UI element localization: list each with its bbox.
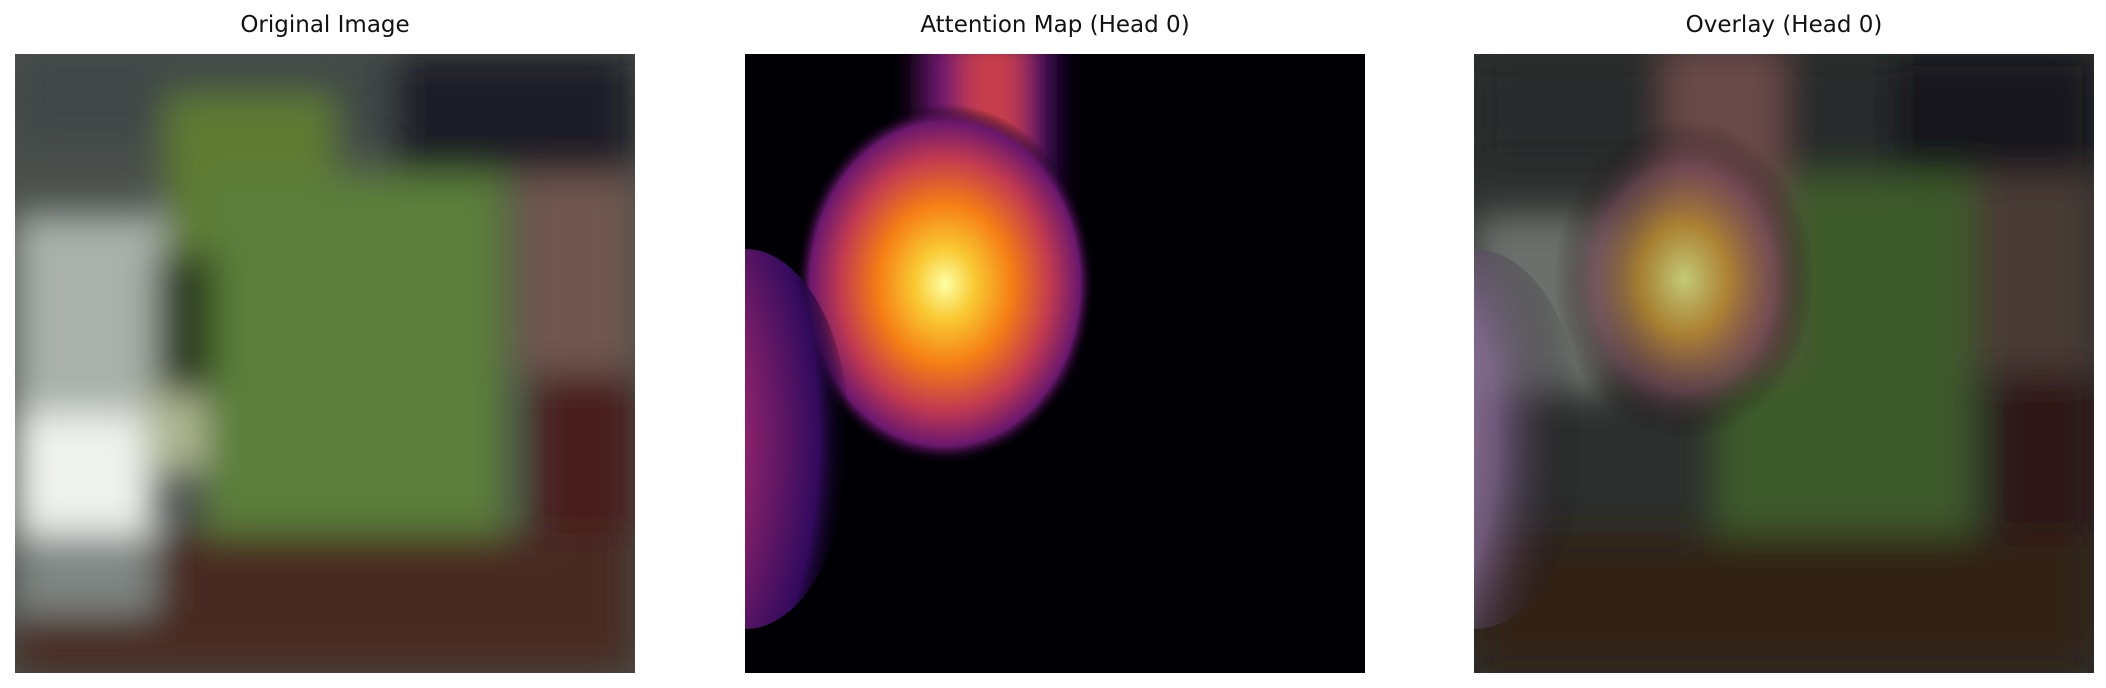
original-image (15, 54, 635, 673)
panel-attention: Attention Map (Head 0) (745, 0, 1365, 688)
attention-heatmap (745, 54, 1365, 673)
panel-title-overlay: Overlay (Head 0) (1685, 12, 1883, 38)
panel-title-attention: Attention Map (Head 0) (920, 12, 1190, 38)
panel-overlay: Overlay (Head 0) (1474, 0, 2094, 688)
panel-title-original: Original Image (240, 12, 410, 38)
panel-original: Original Image (15, 0, 635, 688)
overlay-image (1474, 54, 2094, 673)
